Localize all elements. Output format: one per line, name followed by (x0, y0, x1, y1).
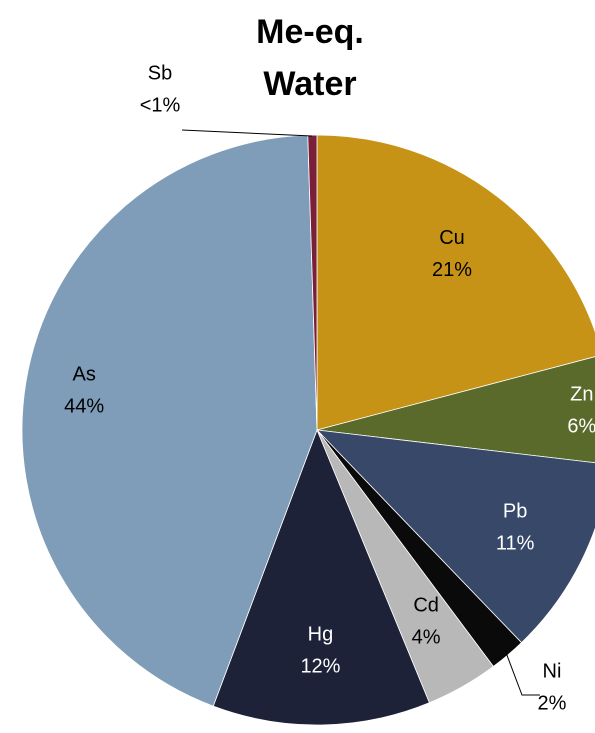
slice (21, 134, 318, 707)
slice (212, 428, 430, 726)
slice (316, 134, 595, 431)
leader-line (181, 129, 313, 137)
chart-title: Me-eq. (256, 13, 364, 51)
slice-label: Pb (503, 501, 527, 523)
labels: Cu 21% Zn 6% Pb 11% Ni 2% Cd 4% Hg 12% As 44% Sb <1% (64, 62, 595, 714)
slice-label: Zn (570, 384, 593, 406)
slice (316, 356, 595, 464)
chart-title: Water (263, 65, 356, 103)
slice (315, 429, 595, 644)
slice-label: Hg (308, 624, 334, 646)
value-label: 11% (496, 533, 535, 555)
value-label: 12% (300, 656, 340, 678)
leader-line (504, 649, 540, 696)
pie (21, 134, 595, 726)
value-label: <1% (140, 94, 181, 116)
slice-label: Ni (543, 660, 562, 682)
slice (307, 134, 318, 431)
slice-label: Sb (148, 62, 172, 84)
slice-label: Cu (439, 227, 465, 249)
slice-label: Cd (413, 595, 439, 617)
value-label: 6% (567, 416, 595, 438)
value-label: 4% (412, 627, 441, 649)
value-label: 44% (64, 396, 104, 418)
slice-label: As (72, 364, 95, 386)
value-label: 2% (538, 692, 567, 714)
value-label: 21% (432, 259, 472, 281)
